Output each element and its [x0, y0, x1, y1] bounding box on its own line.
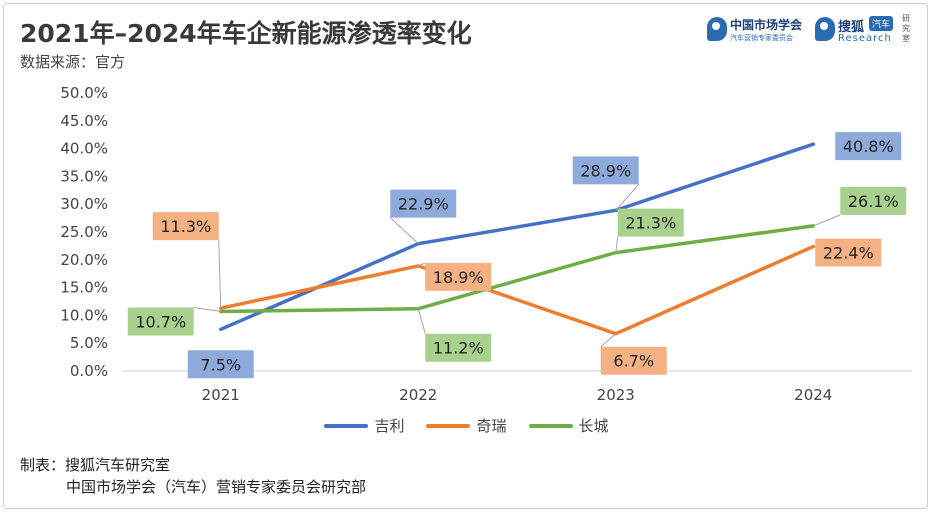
data-label-box	[425, 262, 492, 291]
data-label-leader	[615, 236, 619, 253]
y-tick-label: 20.0%	[60, 251, 108, 269]
cms-logo: 中国市场学会 汽车营销专家委员会	[707, 14, 807, 48]
y-tick-label: 50.0%	[60, 84, 108, 102]
sohu-research-logo-icon	[815, 17, 835, 41]
y-tick-label: 30.0%	[60, 195, 108, 213]
x-tick-label: 2021	[202, 386, 240, 404]
data-label-leader	[193, 307, 221, 313]
data-label: 7.5%	[200, 355, 241, 374]
x-tick-label: 2024	[794, 386, 832, 404]
y-tick-label: 45.0%	[60, 112, 108, 130]
data-label: 28.9%	[580, 161, 631, 180]
y-tick-label: 25.0%	[60, 223, 108, 241]
data-label-box	[840, 186, 907, 215]
data-label: 18.9%	[433, 268, 484, 287]
legend-item-1: 奇瑞	[426, 415, 507, 436]
y-tick-label: 10.0%	[60, 306, 108, 324]
data-label: 40.8%	[843, 137, 894, 156]
data-label-box	[152, 212, 219, 241]
sohu-logo-name: 搜狐	[838, 20, 865, 35]
cms-logo-icon	[707, 17, 727, 41]
sohu-logo-tag: 汽车	[869, 16, 894, 31]
sohu-research-logo: 搜狐 汽车 Research 研究室	[815, 14, 912, 48]
data-label: 11.2%	[433, 339, 484, 358]
y-tick-label: 5.0%	[70, 334, 108, 352]
data-label-leader	[600, 333, 617, 348]
data-label-leader	[615, 183, 640, 211]
footer-org: 中国市场学会（汽车）营销专家委员会研究部	[66, 478, 367, 496]
data-label-box	[425, 333, 492, 362]
data-label-leader	[218, 240, 222, 309]
data-label-box	[127, 307, 194, 336]
data-label-box	[600, 346, 667, 375]
sohu-logo-research: Research	[838, 33, 892, 44]
y-tick-label: 15.0%	[60, 279, 108, 297]
y-tick-label: 35.0%	[60, 167, 108, 185]
series-line-2	[219, 224, 816, 314]
data-label-leader	[417, 308, 426, 334]
data-label: 26.1%	[848, 192, 899, 211]
data-label-box	[390, 189, 457, 218]
legend-swatch	[324, 423, 369, 428]
footer: 制表：搜狐汽车研究室 中国市场学会（汽车）营销专家委员会研究部	[20, 454, 366, 498]
sohu-logo-side-text: 研究室	[902, 14, 910, 43]
x-tick-label: 2022	[399, 386, 437, 404]
data-label: 6.7%	[613, 352, 654, 371]
data-label-leader	[418, 262, 426, 267]
data-label-box	[617, 208, 684, 237]
legend-swatch	[426, 423, 471, 428]
data-label-box	[835, 132, 902, 161]
data-label: 11.3%	[160, 217, 211, 236]
data-label: 10.7%	[135, 313, 186, 332]
y-tick-label: 0.0%	[70, 362, 108, 380]
cms-logo-name: 中国市场学会	[730, 18, 803, 32]
footer-label: 制表：搜狐汽车研究室	[20, 456, 171, 474]
chart-title: 2021年–2024年车企新能源渗透率变化	[20, 19, 472, 48]
legend-label: 奇瑞	[476, 417, 507, 435]
data-label-leader	[813, 214, 841, 227]
legend-swatch	[528, 423, 573, 428]
data-label-leader	[389, 217, 419, 245]
data-label-box	[572, 156, 639, 185]
x-tick-label: 2023	[597, 386, 635, 404]
cms-logo-subtitle: 汽车营销专家委员会	[730, 34, 793, 42]
data-label-box	[815, 238, 882, 267]
data-label: 22.4%	[823, 243, 874, 262]
chart-legend: 吉利 奇瑞 长城	[0, 415, 933, 436]
series-line-1	[219, 244, 816, 336]
legend-item-2: 长城	[528, 415, 609, 436]
data-label: 21.3%	[625, 214, 676, 233]
logo-group: 中国市场学会 汽车营销专家委员会 搜狐 汽车 Research 研究室	[707, 14, 912, 48]
legend-item-0: 吉利	[324, 415, 404, 436]
data-label-box	[187, 350, 254, 379]
legend-label: 吉利	[374, 417, 405, 435]
y-tick-label: 40.0%	[60, 140, 108, 158]
chart-frame	[3, 3, 928, 509]
legend-label: 长城	[578, 417, 609, 435]
data-label: 22.9%	[398, 195, 449, 214]
data-source: 数据来源：官方	[20, 53, 126, 71]
